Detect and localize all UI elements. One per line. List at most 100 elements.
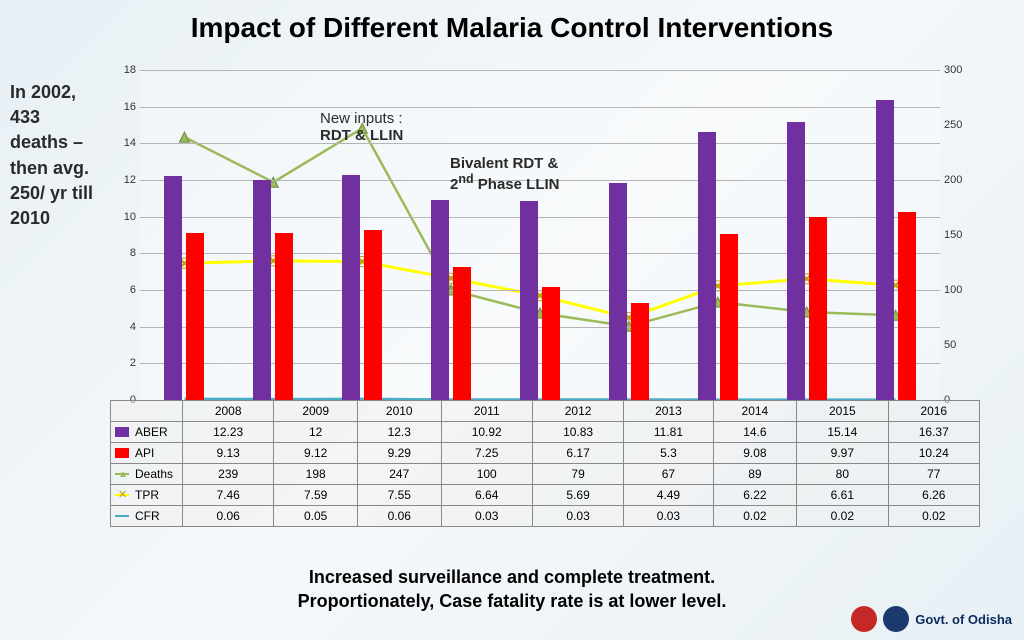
- bar-ABER: [698, 132, 716, 400]
- table-cell: 0.02: [797, 506, 888, 527]
- table-cell: 0.06: [357, 506, 441, 527]
- bar-ABER: [164, 176, 182, 400]
- table-cell: 9.29: [357, 443, 441, 464]
- table-cell: 0.06: [183, 506, 274, 527]
- table-cell: 10.83: [532, 422, 623, 443]
- table-year-header: 2016: [888, 401, 979, 422]
- legend-swatch-ABER: [115, 427, 129, 437]
- table-row-header: ABER: [111, 422, 183, 443]
- bar-ABER: [431, 200, 449, 400]
- y-right-tick: 150: [944, 229, 962, 241]
- table-cell: 67: [624, 464, 713, 485]
- table-row-header: ✕TPR: [111, 485, 183, 506]
- table-cell: 0.02: [888, 506, 979, 527]
- table-cell: 7.46: [183, 485, 274, 506]
- y-right-tick: 100: [944, 284, 962, 296]
- table-cell: 5.69: [532, 485, 623, 506]
- table-cell: 10.24: [888, 443, 979, 464]
- bar-ABER: [787, 122, 805, 400]
- y-left-tick: 12: [124, 174, 136, 186]
- y-left-tick: 18: [124, 64, 136, 76]
- table-year-header: 2012: [532, 401, 623, 422]
- table-cell: 9.08: [713, 443, 797, 464]
- table-cell: 9.13: [183, 443, 274, 464]
- bar-ABER: [253, 180, 271, 400]
- y-axis-right: 050100150200250300: [940, 70, 980, 400]
- table-cell: 6.17: [532, 443, 623, 464]
- table-year-header: 2008: [183, 401, 274, 422]
- y-left-tick: 14: [124, 137, 136, 149]
- bar-API: [898, 212, 916, 400]
- bar-ABER: [609, 183, 627, 400]
- y-left-tick: 4: [130, 321, 136, 333]
- gridline: [140, 70, 940, 71]
- table-year-header: 2013: [624, 401, 713, 422]
- table-cell: 9.12: [274, 443, 358, 464]
- table-cell: 16.37: [888, 422, 979, 443]
- table-cell: 12.23: [183, 422, 274, 443]
- table-cell: 12: [274, 422, 358, 443]
- bar-API: [275, 233, 293, 400]
- table-cell: 11.81: [624, 422, 713, 443]
- nhm-logo-icon: [851, 606, 877, 632]
- table-row-header: API: [111, 443, 183, 464]
- legend-swatch-TPR: ✕: [115, 494, 129, 496]
- y-right-tick: 250: [944, 119, 962, 131]
- table-cell: 15.14: [797, 422, 888, 443]
- table-year-header: 2014: [713, 401, 797, 422]
- table-cell: 239: [183, 464, 274, 485]
- sidebar-note: In 2002, 433 deaths –then avg. 250/ yr t…: [10, 80, 100, 231]
- table-cell: 14.6: [713, 422, 797, 443]
- table-cell: 100: [441, 464, 532, 485]
- table-year-header: 2011: [441, 401, 532, 422]
- y-left-tick: 2: [130, 357, 136, 369]
- table-cell: 77: [888, 464, 979, 485]
- bar-ABER: [876, 100, 894, 400]
- bar-API: [631, 303, 649, 400]
- table-cell: 5.3: [624, 443, 713, 464]
- table-cell: 7.55: [357, 485, 441, 506]
- table-cell: 6.64: [441, 485, 532, 506]
- table-cell: 9.97: [797, 443, 888, 464]
- y-right-tick: 300: [944, 64, 962, 76]
- table-cell: 0.03: [532, 506, 623, 527]
- table-cell: 6.61: [797, 485, 888, 506]
- table-row-header: ▲Deaths: [111, 464, 183, 485]
- legend-swatch-API: [115, 448, 129, 458]
- annotation-new-inputs: New inputs : RDT & LLIN: [320, 110, 403, 144]
- table-year-header: 2015: [797, 401, 888, 422]
- table-cell: 80: [797, 464, 888, 485]
- table-row-header: CFR: [111, 506, 183, 527]
- data-table: 200820092010201120122013201420152016 ABER…: [110, 400, 980, 527]
- table-year-header: 2010: [357, 401, 441, 422]
- annotation-bivalent: Bivalent RDT &2nd Phase LLIN: [450, 155, 559, 193]
- bar-API: [542, 287, 560, 400]
- plot-area: [140, 70, 940, 400]
- footer-org-label: Govt. of Odisha: [915, 612, 1012, 627]
- y-axis-left: 024681012141618: [110, 70, 138, 400]
- footer-line-1: Increased surveillance and complete trea…: [0, 567, 1024, 588]
- table-cell: 10.92: [441, 422, 532, 443]
- bar-API: [186, 233, 204, 400]
- table-cell: 198: [274, 464, 358, 485]
- table-cell: 0.05: [274, 506, 358, 527]
- table-cell: 247: [357, 464, 441, 485]
- table-cell: 0.02: [713, 506, 797, 527]
- bar-API: [364, 230, 382, 400]
- odisha-emblem-icon: [883, 606, 909, 632]
- bar-ABER: [520, 201, 538, 400]
- table-cell: 0.03: [624, 506, 713, 527]
- table-cell: 7.25: [441, 443, 532, 464]
- y-right-tick: 50: [944, 339, 956, 351]
- y-left-tick: 16: [124, 101, 136, 113]
- table-cell: 12.3: [357, 422, 441, 443]
- bar-ABER: [342, 175, 360, 401]
- table-corner: [111, 401, 183, 422]
- chart-container: 024681012141618 050100150200250300 New i…: [110, 60, 980, 430]
- y-left-tick: 8: [130, 247, 136, 259]
- bar-API: [720, 234, 738, 400]
- gridline: [140, 107, 940, 108]
- chart-title: Impact of Different Malaria Control Inte…: [0, 0, 1024, 52]
- table-year-header: 2009: [274, 401, 358, 422]
- table-cell: 4.49: [624, 485, 713, 506]
